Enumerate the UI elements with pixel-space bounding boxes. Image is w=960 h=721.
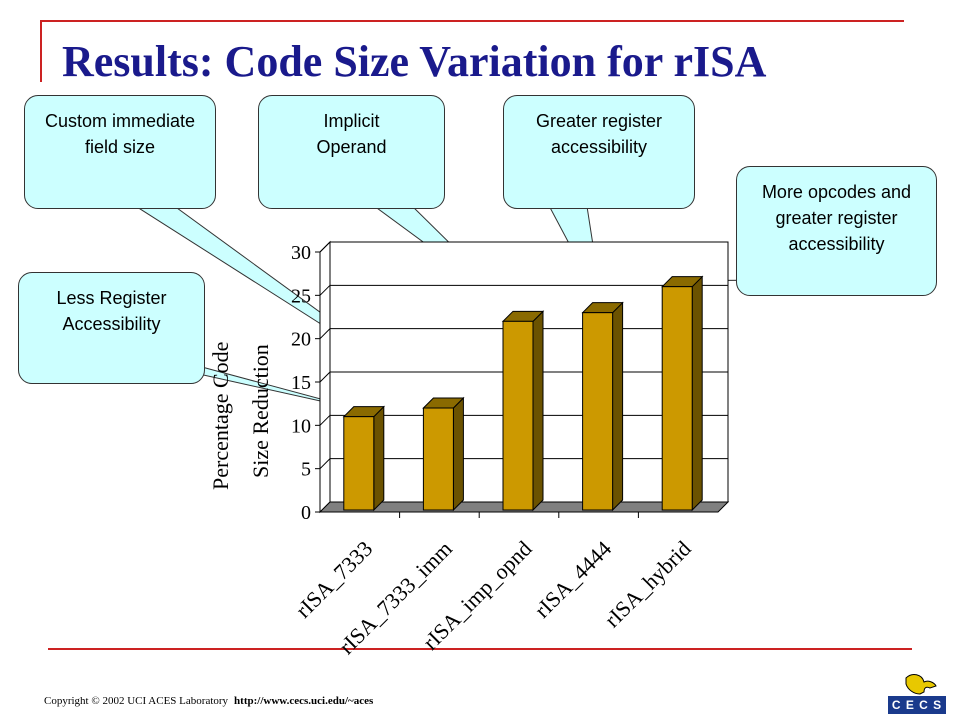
y-tick-label: 0 (301, 502, 311, 524)
y-tick-label: 30 (291, 242, 311, 264)
cecs-logo: C E C S (884, 672, 950, 716)
bars (342, 275, 704, 512)
bottom-rule (48, 648, 912, 650)
callout-text: Custom immediate field size (44, 111, 196, 157)
callout-text: More opcodes and greater register access… (761, 182, 912, 254)
bar-side (452, 396, 464, 512)
bar (422, 396, 465, 512)
bar (660, 275, 704, 512)
bar-front (502, 320, 534, 511)
bar (501, 310, 545, 512)
y-axis-label-line2: Size Reduction (248, 344, 273, 478)
bar-front (422, 407, 454, 511)
callout-text: Greater register accessibility (535, 111, 663, 157)
y-tick-label: 15 (291, 372, 311, 394)
logo-text: C E C S (891, 698, 943, 712)
slide-title: Results: Code Size Variation for rISA (62, 37, 767, 86)
bar-side (373, 405, 385, 512)
bar-front (661, 286, 693, 511)
y-tick-label: 25 (291, 285, 311, 307)
left-rule (40, 20, 42, 82)
footer-url: http://www.cecs.uci.edu/~aces (234, 695, 374, 707)
callout-more-opcodes: More opcodes and greater register access… (736, 166, 937, 296)
bar-side (691, 275, 703, 512)
callout-custom-immediate: Custom immediate field size (24, 95, 216, 209)
x-ticks: rISA_7333rISA_7333_immrISA_imp_opndrISA_… (291, 512, 696, 659)
callout-implicit-operand: Implicit Operand (258, 95, 445, 209)
gridline (319, 241, 728, 253)
plot-area: 0 5 10 15 20 25 30 rISA_7333rISA_7333_immrISA_… (291, 240, 730, 659)
bar-side (532, 310, 544, 512)
y-tick-label: 5 (301, 459, 311, 481)
x-tick-label: rISA_hybrid (599, 536, 695, 632)
callout-text: Less Register Accessibility (56, 288, 167, 334)
callout-greater-register: Greater register accessibility (503, 95, 695, 209)
y-tick-label: 20 (291, 329, 311, 351)
top-rule (40, 20, 904, 22)
anteater-icon (888, 674, 946, 714)
bar (342, 405, 386, 512)
y-tick-label: 10 (291, 415, 311, 437)
bar-side (612, 301, 624, 512)
footer: Copyright © 2002 UCI ACES Laboratory http… (44, 695, 373, 707)
bar-front (582, 312, 614, 511)
bar-front (343, 416, 375, 511)
y-axis-label-line1: Percentage Code (208, 342, 233, 490)
y-ticks: 0 5 10 15 20 25 30 (291, 242, 321, 524)
bar (581, 301, 624, 512)
footer-copyright: Copyright © 2002 UCI ACES Laboratory (44, 695, 229, 707)
callout-less-register: Less Register Accessibility (18, 272, 205, 384)
gridline (319, 284, 728, 296)
callout-text: Implicit Operand (316, 111, 387, 157)
